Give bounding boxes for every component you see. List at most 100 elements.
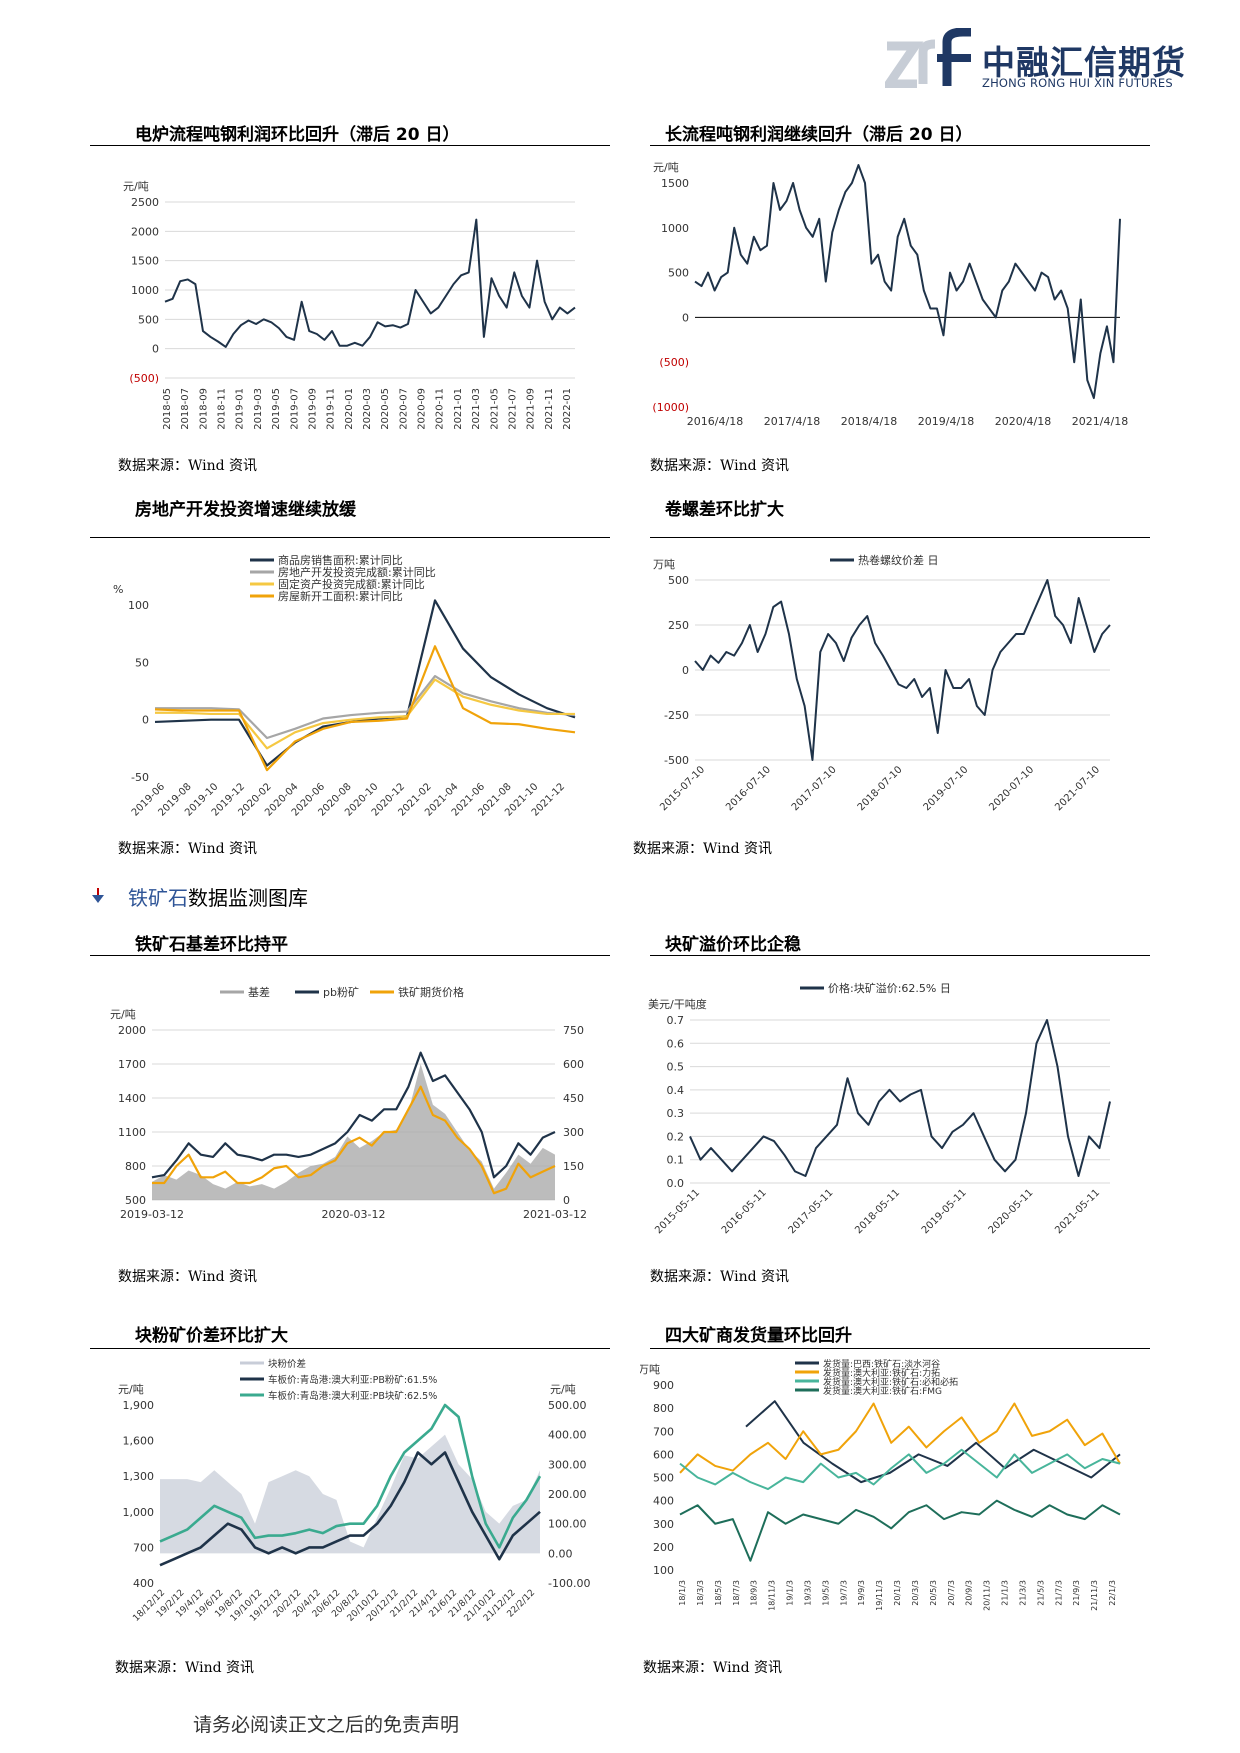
- x-tick-label: 2020-05-11: [987, 1187, 1036, 1236]
- chart-title: 房地产开发投资增速继续放缓: [135, 500, 356, 520]
- title-rule: [90, 955, 610, 956]
- legend-label: 车板价:青岛港:澳大利亚:PB粉矿:61.5%: [268, 1374, 437, 1386]
- x-tick-label: 2019-07-10: [922, 764, 971, 813]
- x-tick-label: 20/9/3: [965, 1580, 974, 1606]
- series-area: [152, 1064, 555, 1200]
- x-tick-label: 22/1/3: [1108, 1580, 1117, 1606]
- legend-label: 发货量:澳大利亚:铁矿石:FMG: [823, 1385, 942, 1397]
- y-tick-label-right: 750: [563, 1024, 584, 1037]
- x-tick-label: 2021-03-12: [523, 1208, 587, 1221]
- down-arrow-icon: [90, 886, 106, 910]
- y-tick-label-right: 400.00: [548, 1429, 587, 1442]
- x-tick-label: 2022-01: [562, 388, 573, 430]
- y-tick-label-right: 450: [563, 1092, 584, 1105]
- y-axis-label: 美元/干吨度: [648, 997, 707, 1011]
- legend-label: 房地产开发投资完成额:累计同比: [278, 565, 436, 579]
- x-tick-label: 2020-07-10: [987, 764, 1036, 813]
- y-tick-label: (500): [129, 372, 159, 385]
- y-tick-label: 0: [682, 664, 689, 677]
- y-tick-label: 2000: [118, 1024, 146, 1037]
- x-tick-label: 2018/4/18: [841, 415, 897, 428]
- y-axis-label: 元/吨: [653, 161, 679, 174]
- y-tick-label: 0: [152, 343, 159, 356]
- series-line: [745, 1400, 1121, 1484]
- x-tick-label: 18/5/3: [714, 1580, 723, 1606]
- series-line: [679, 1448, 1121, 1491]
- series-line: [154, 645, 576, 772]
- x-tick-label: 2021-11: [544, 388, 555, 430]
- legend-label: 固定资产投资完成额:累计同比: [278, 577, 425, 591]
- y-tick-label: 2500: [131, 196, 159, 209]
- y-tick-label: 0.3: [667, 1107, 685, 1120]
- y-tick-label: 250: [668, 619, 689, 632]
- title-rule: [650, 145, 1150, 146]
- x-tick-label: 19/3/3: [803, 1580, 812, 1606]
- x-tick-label: 18/11/3: [768, 1580, 777, 1611]
- x-tick-label: 2021-05-11: [1053, 1187, 1102, 1236]
- section-title: 数据监测图库: [188, 886, 308, 910]
- series-line: [159, 1451, 541, 1567]
- source-note: 数据来源：Wind 资讯: [650, 1269, 790, 1285]
- x-tick-label: 19/9/3: [857, 1580, 866, 1606]
- x-tick-label: 20/5/3: [929, 1580, 938, 1606]
- x-tick-label: 2020-03: [362, 388, 373, 430]
- y-tick-label-right: 600: [563, 1058, 584, 1071]
- y-tick-label-right: 0: [563, 1194, 570, 1207]
- y-tick-label: 2000: [131, 225, 159, 238]
- y-tick-label: 500: [138, 313, 159, 326]
- x-tick-label: 2018-11: [217, 388, 228, 430]
- y-tick-label: 0.2: [667, 1130, 685, 1143]
- legend-label: pb粉矿: [323, 986, 359, 999]
- y-tick-label: 0: [142, 714, 149, 727]
- y-tick-label: 1500: [131, 255, 159, 268]
- y-tick-label: 500: [125, 1194, 146, 1207]
- source-note: 数据来源：Wind 资讯: [118, 458, 258, 474]
- y-tick-label: 200: [653, 1541, 674, 1554]
- y-tick-label: 900: [653, 1379, 674, 1392]
- y-tick-label: 100: [128, 599, 149, 612]
- y-axis-label: 元/吨: [110, 1008, 136, 1021]
- x-tick-label: 2015-05-11: [653, 1187, 702, 1236]
- x-tick-label: 20/11/3: [983, 1580, 992, 1611]
- chart-steel-profit-long-process: 1500 1000 500 0 (500) (1000) 元/吨 2016/4/18 2017/…: [652, 161, 1128, 428]
- y-tick-label: 600: [653, 1448, 674, 1461]
- y-tick-label-right: 300: [563, 1126, 584, 1139]
- x-tick-label: 2019-09: [307, 388, 318, 430]
- source-note: 数据来源：Wind 资讯: [633, 841, 773, 857]
- y-tick-label-right: -100.00: [548, 1577, 590, 1590]
- y-tick-label: (1000): [652, 401, 689, 414]
- chart-title: 电炉流程吨钢利润环比回升（滞后 20 日）: [135, 125, 460, 145]
- y-tick-label: 700: [133, 1541, 154, 1554]
- x-tick-label: 2020-09: [417, 388, 428, 430]
- x-tick-label: 21/1/3: [1001, 1580, 1010, 1606]
- y-tick-label: 400: [653, 1495, 674, 1508]
- y-tick-label: 1500: [661, 177, 689, 190]
- y-tick-label-right: 500.00: [548, 1399, 587, 1412]
- x-tick-label: 19/5/3: [821, 1580, 830, 1606]
- x-tick-label: 2016-05-11: [720, 1187, 769, 1236]
- chart-coil-rebar-spread: 500 250 0 -250 -500 万吨 2015-07-10 2016-07-10 201…: [653, 553, 1111, 813]
- x-tick-label: 21/7/3: [1054, 1580, 1063, 1606]
- x-tick-label: 2020-05: [380, 388, 391, 430]
- y-tick-label: 0.4: [667, 1084, 685, 1097]
- chart-title: 块矿溢价环比企稳: [665, 935, 801, 955]
- series-line: [164, 218, 576, 348]
- y-tick-label: 100: [653, 1564, 674, 1577]
- y-tick-label: 400: [133, 1577, 154, 1590]
- x-tick-label: 2019-01: [235, 388, 246, 430]
- x-tick-label: 2020/4/18: [995, 415, 1051, 428]
- chart-iron-ore-basis: 2000 1700 1400 1100 800 500 750 600 450 300 150 0 元/…: [110, 985, 587, 1221]
- x-tick-label: 2018-07: [180, 388, 191, 430]
- title-rule: [90, 537, 610, 538]
- y-tick-label: 1700: [118, 1058, 146, 1071]
- chart-steel-profit-eaf: 2500 2000 1500 1000 500 0 (500) 元/吨 2018-05 2018-…: [123, 180, 576, 430]
- x-tick-label: 2021-09: [526, 388, 537, 430]
- series-line: [155, 674, 576, 740]
- x-tick-label: 2020-03-12: [322, 1208, 386, 1221]
- source-note: 数据来源：Wind 资讯: [118, 841, 258, 857]
- chart-title: 块粉矿价差环比扩大: [135, 1326, 288, 1346]
- x-tick-label: 18/9/3: [750, 1580, 759, 1606]
- x-tick-label: 2021/4/18: [1072, 415, 1128, 428]
- x-tick-label: 2019-03: [253, 388, 264, 430]
- x-tick-label: 2019-07: [289, 388, 300, 430]
